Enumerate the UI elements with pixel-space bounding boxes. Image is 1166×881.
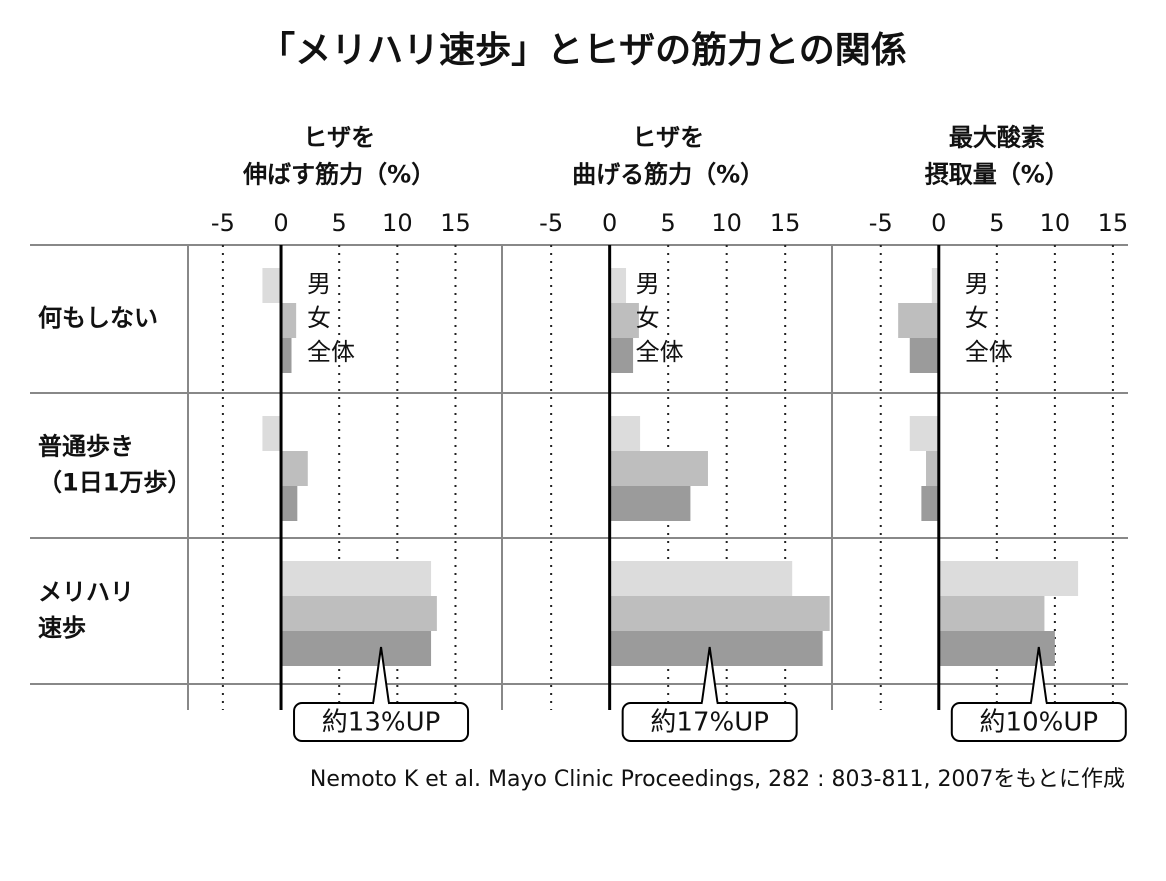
callout-pointer: [1029, 646, 1048, 705]
x-tick-label: -5: [211, 209, 235, 237]
x-tick-label: 10: [711, 209, 742, 237]
x-tick-label: 10: [382, 209, 413, 237]
x-tick-label: 10: [1040, 209, 1071, 237]
legend-label: 女: [636, 304, 660, 332]
callout-pointer: [700, 646, 719, 705]
panel-title: ヒザを伸ばす筋力（%）: [242, 124, 435, 189]
bar: [262, 416, 282, 451]
x-tick-label: -5: [869, 209, 893, 237]
bar: [609, 631, 823, 666]
bar: [609, 486, 691, 521]
x-tick-label: 15: [440, 209, 471, 237]
x-tick-label: 15: [1098, 209, 1129, 237]
bar: [938, 561, 1079, 596]
x-tick-label: 0: [602, 209, 617, 237]
legend-label: 全体: [307, 338, 355, 366]
annotation: 約17%UP: [650, 708, 769, 738]
bar: [281, 561, 432, 596]
legend-label: 全体: [965, 338, 1013, 366]
bar: [938, 631, 1055, 666]
bar: [281, 338, 292, 373]
legend-label: 男: [307, 270, 331, 298]
x-tick-label: 5: [661, 209, 676, 237]
bar: [609, 303, 639, 338]
bar: [898, 303, 939, 338]
bar: [281, 451, 308, 486]
annotation: 約13%UP: [322, 708, 441, 738]
panel-title: ヒザを曲げる筋力（%）: [572, 124, 764, 189]
x-tick-label: 15: [770, 209, 801, 237]
bar: [909, 338, 939, 373]
annotation: 約10%UP: [980, 708, 1099, 738]
bar: [931, 268, 939, 303]
chart-title: 「メリハリ速歩」とヒザの筋力との関係: [259, 30, 907, 71]
legend-label: 男: [636, 270, 660, 298]
panel-title: 最大酸素摂取量（%）: [925, 124, 1069, 189]
bar: [281, 631, 432, 666]
bar: [281, 596, 437, 631]
source: Nemoto K et al. Mayo Clinic Proceedings,…: [310, 767, 1125, 792]
bar: [609, 338, 634, 373]
bar: [609, 268, 627, 303]
bar: [609, 416, 641, 451]
legend-label: 全体: [636, 338, 684, 366]
bar: [281, 486, 298, 521]
category-label: メリハリ速歩: [38, 578, 134, 642]
legend-label: 女: [307, 304, 331, 332]
category-label: 何もしない: [38, 304, 158, 332]
legend-label: 女: [965, 304, 989, 332]
bar: [909, 416, 939, 451]
x-tick-label: 0: [273, 209, 288, 237]
x-tick-label: 5: [332, 209, 347, 237]
bar: [926, 451, 939, 486]
bar: [609, 561, 793, 596]
x-tick-label: 0: [931, 209, 946, 237]
bar: [609, 596, 830, 631]
x-tick-label: 5: [989, 209, 1004, 237]
bar: [262, 268, 282, 303]
bar: [921, 486, 939, 521]
category-label: 普通歩き（1日1万歩）: [38, 433, 191, 497]
bar: [609, 451, 708, 486]
x-tick-label: -5: [539, 209, 563, 237]
legend-label: 男: [965, 270, 989, 298]
bar: [281, 303, 297, 338]
callout-pointer: [372, 646, 391, 705]
bar: [938, 596, 1045, 631]
